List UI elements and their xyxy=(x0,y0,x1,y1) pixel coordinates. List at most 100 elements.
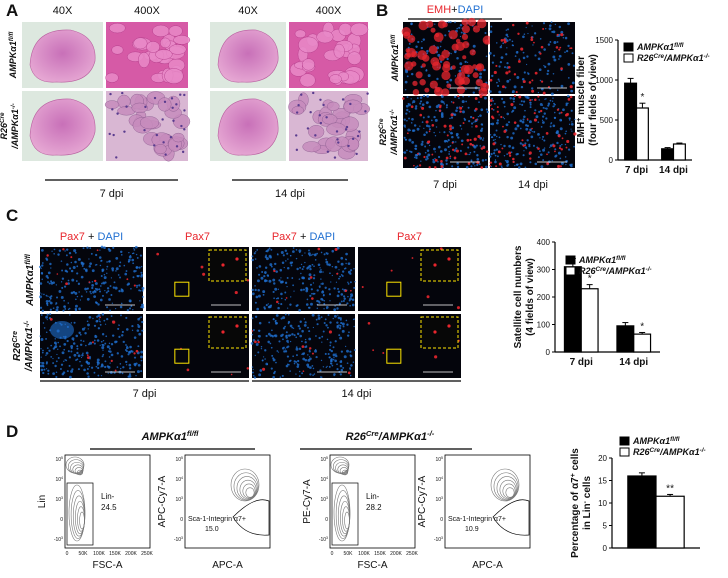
dapi-signal xyxy=(500,44,502,46)
dapi-signal xyxy=(135,253,138,256)
dapi-signal xyxy=(503,155,506,157)
dapi-signal xyxy=(462,110,465,114)
dapi-signal xyxy=(528,145,531,148)
dapi-signal xyxy=(336,324,339,328)
dapi-signal xyxy=(93,342,96,345)
label: 103 xyxy=(175,496,183,503)
dapi-signal xyxy=(340,321,343,325)
dapi-signal xyxy=(345,258,347,260)
red-signal xyxy=(417,152,419,155)
dapi-signal xyxy=(86,297,90,301)
dapi-signal xyxy=(287,258,289,260)
dapi-signal xyxy=(511,40,514,43)
dapi-signal xyxy=(283,350,286,353)
column-header: 40X xyxy=(53,5,73,17)
dapi-signal xyxy=(520,85,524,89)
dapi-signal xyxy=(298,347,302,351)
red-signal xyxy=(500,39,504,42)
nucleus xyxy=(153,144,156,147)
red-signal xyxy=(557,164,561,168)
dapi-signal xyxy=(46,302,49,305)
dapi-signal xyxy=(512,44,515,47)
label: R26Cre/AMPKα1-/- xyxy=(346,429,435,444)
dapi-signal xyxy=(99,249,101,251)
dapi-signal xyxy=(280,277,282,279)
dapi-signal xyxy=(261,359,264,362)
label: Pax7 + DAPI xyxy=(60,231,123,243)
dapi-signal xyxy=(414,166,418,169)
x-tick-label: 100K xyxy=(93,551,105,557)
dapi-signal xyxy=(292,327,295,329)
dapi-signal xyxy=(139,300,141,302)
dapi-signal xyxy=(570,128,572,130)
red-signal xyxy=(542,27,545,30)
dapi-signal xyxy=(558,112,561,115)
column-header: 400X xyxy=(316,5,342,17)
nucleus xyxy=(322,103,325,107)
dapi-signal xyxy=(141,320,144,324)
dapi-signal xyxy=(86,320,89,323)
dapi-signal xyxy=(119,276,121,279)
dapi-signal xyxy=(411,117,414,121)
dapi-signal xyxy=(41,249,44,252)
dapi-signal xyxy=(454,75,457,77)
y-tick-label: 400 xyxy=(537,238,551,247)
dapi-signal xyxy=(77,257,81,261)
dapi-signal xyxy=(406,149,408,152)
red-signal xyxy=(512,23,515,27)
dapi-signal xyxy=(303,352,306,354)
red-signal xyxy=(202,272,206,276)
dapi-signal xyxy=(70,261,73,264)
nucleus xyxy=(358,130,361,133)
red-signal xyxy=(459,79,466,85)
label-part: fl/fl xyxy=(674,42,684,49)
dapi-signal xyxy=(275,314,279,317)
dapi-signal xyxy=(432,160,436,164)
dapi-signal xyxy=(280,297,283,300)
dapi-signal xyxy=(548,24,552,27)
red-signal xyxy=(477,18,487,29)
red-signal xyxy=(417,50,428,61)
dapi-signal xyxy=(314,349,317,353)
red-signal xyxy=(533,41,535,44)
red-signal xyxy=(522,144,525,147)
dapi-signal xyxy=(414,144,418,148)
dapi-signal xyxy=(42,349,44,352)
dapi-signal xyxy=(496,119,500,122)
dapi-signal xyxy=(106,345,110,349)
label-part: fl/fl xyxy=(616,255,626,262)
dapi-signal xyxy=(512,97,516,101)
nucleus xyxy=(121,91,124,95)
dapi-signal xyxy=(99,344,101,346)
nucleus xyxy=(169,135,173,139)
y-tick-label: 0 xyxy=(609,156,614,165)
dapi-signal xyxy=(554,111,556,114)
dapi-signal xyxy=(293,360,296,363)
dapi-signal xyxy=(141,305,145,309)
dapi-signal xyxy=(514,164,516,167)
dapi-signal xyxy=(506,161,509,164)
dapi-signal xyxy=(82,352,84,355)
dapi-signal xyxy=(542,121,545,124)
dapi-signal xyxy=(460,150,462,153)
contour xyxy=(505,487,515,498)
dapi-signal xyxy=(406,108,409,112)
label-part: DAPI xyxy=(458,4,484,16)
dapi-signal xyxy=(326,338,329,341)
dapi-signal xyxy=(66,263,69,266)
dapi-signal xyxy=(140,265,143,268)
dapi-signal xyxy=(326,263,329,266)
nucleus xyxy=(155,133,159,137)
dapi-signal xyxy=(301,268,304,271)
dapi-signal xyxy=(276,350,279,352)
dapi-signal xyxy=(337,260,340,263)
dapi-signal xyxy=(79,333,82,336)
dapi-signal xyxy=(435,126,438,128)
fiber xyxy=(326,122,347,136)
dapi-signal xyxy=(440,115,444,118)
dapi-signal xyxy=(428,105,432,109)
dapi-signal xyxy=(320,283,322,285)
dapi-signal xyxy=(419,96,423,99)
red-signal xyxy=(433,263,437,267)
dapi-signal xyxy=(72,266,76,270)
